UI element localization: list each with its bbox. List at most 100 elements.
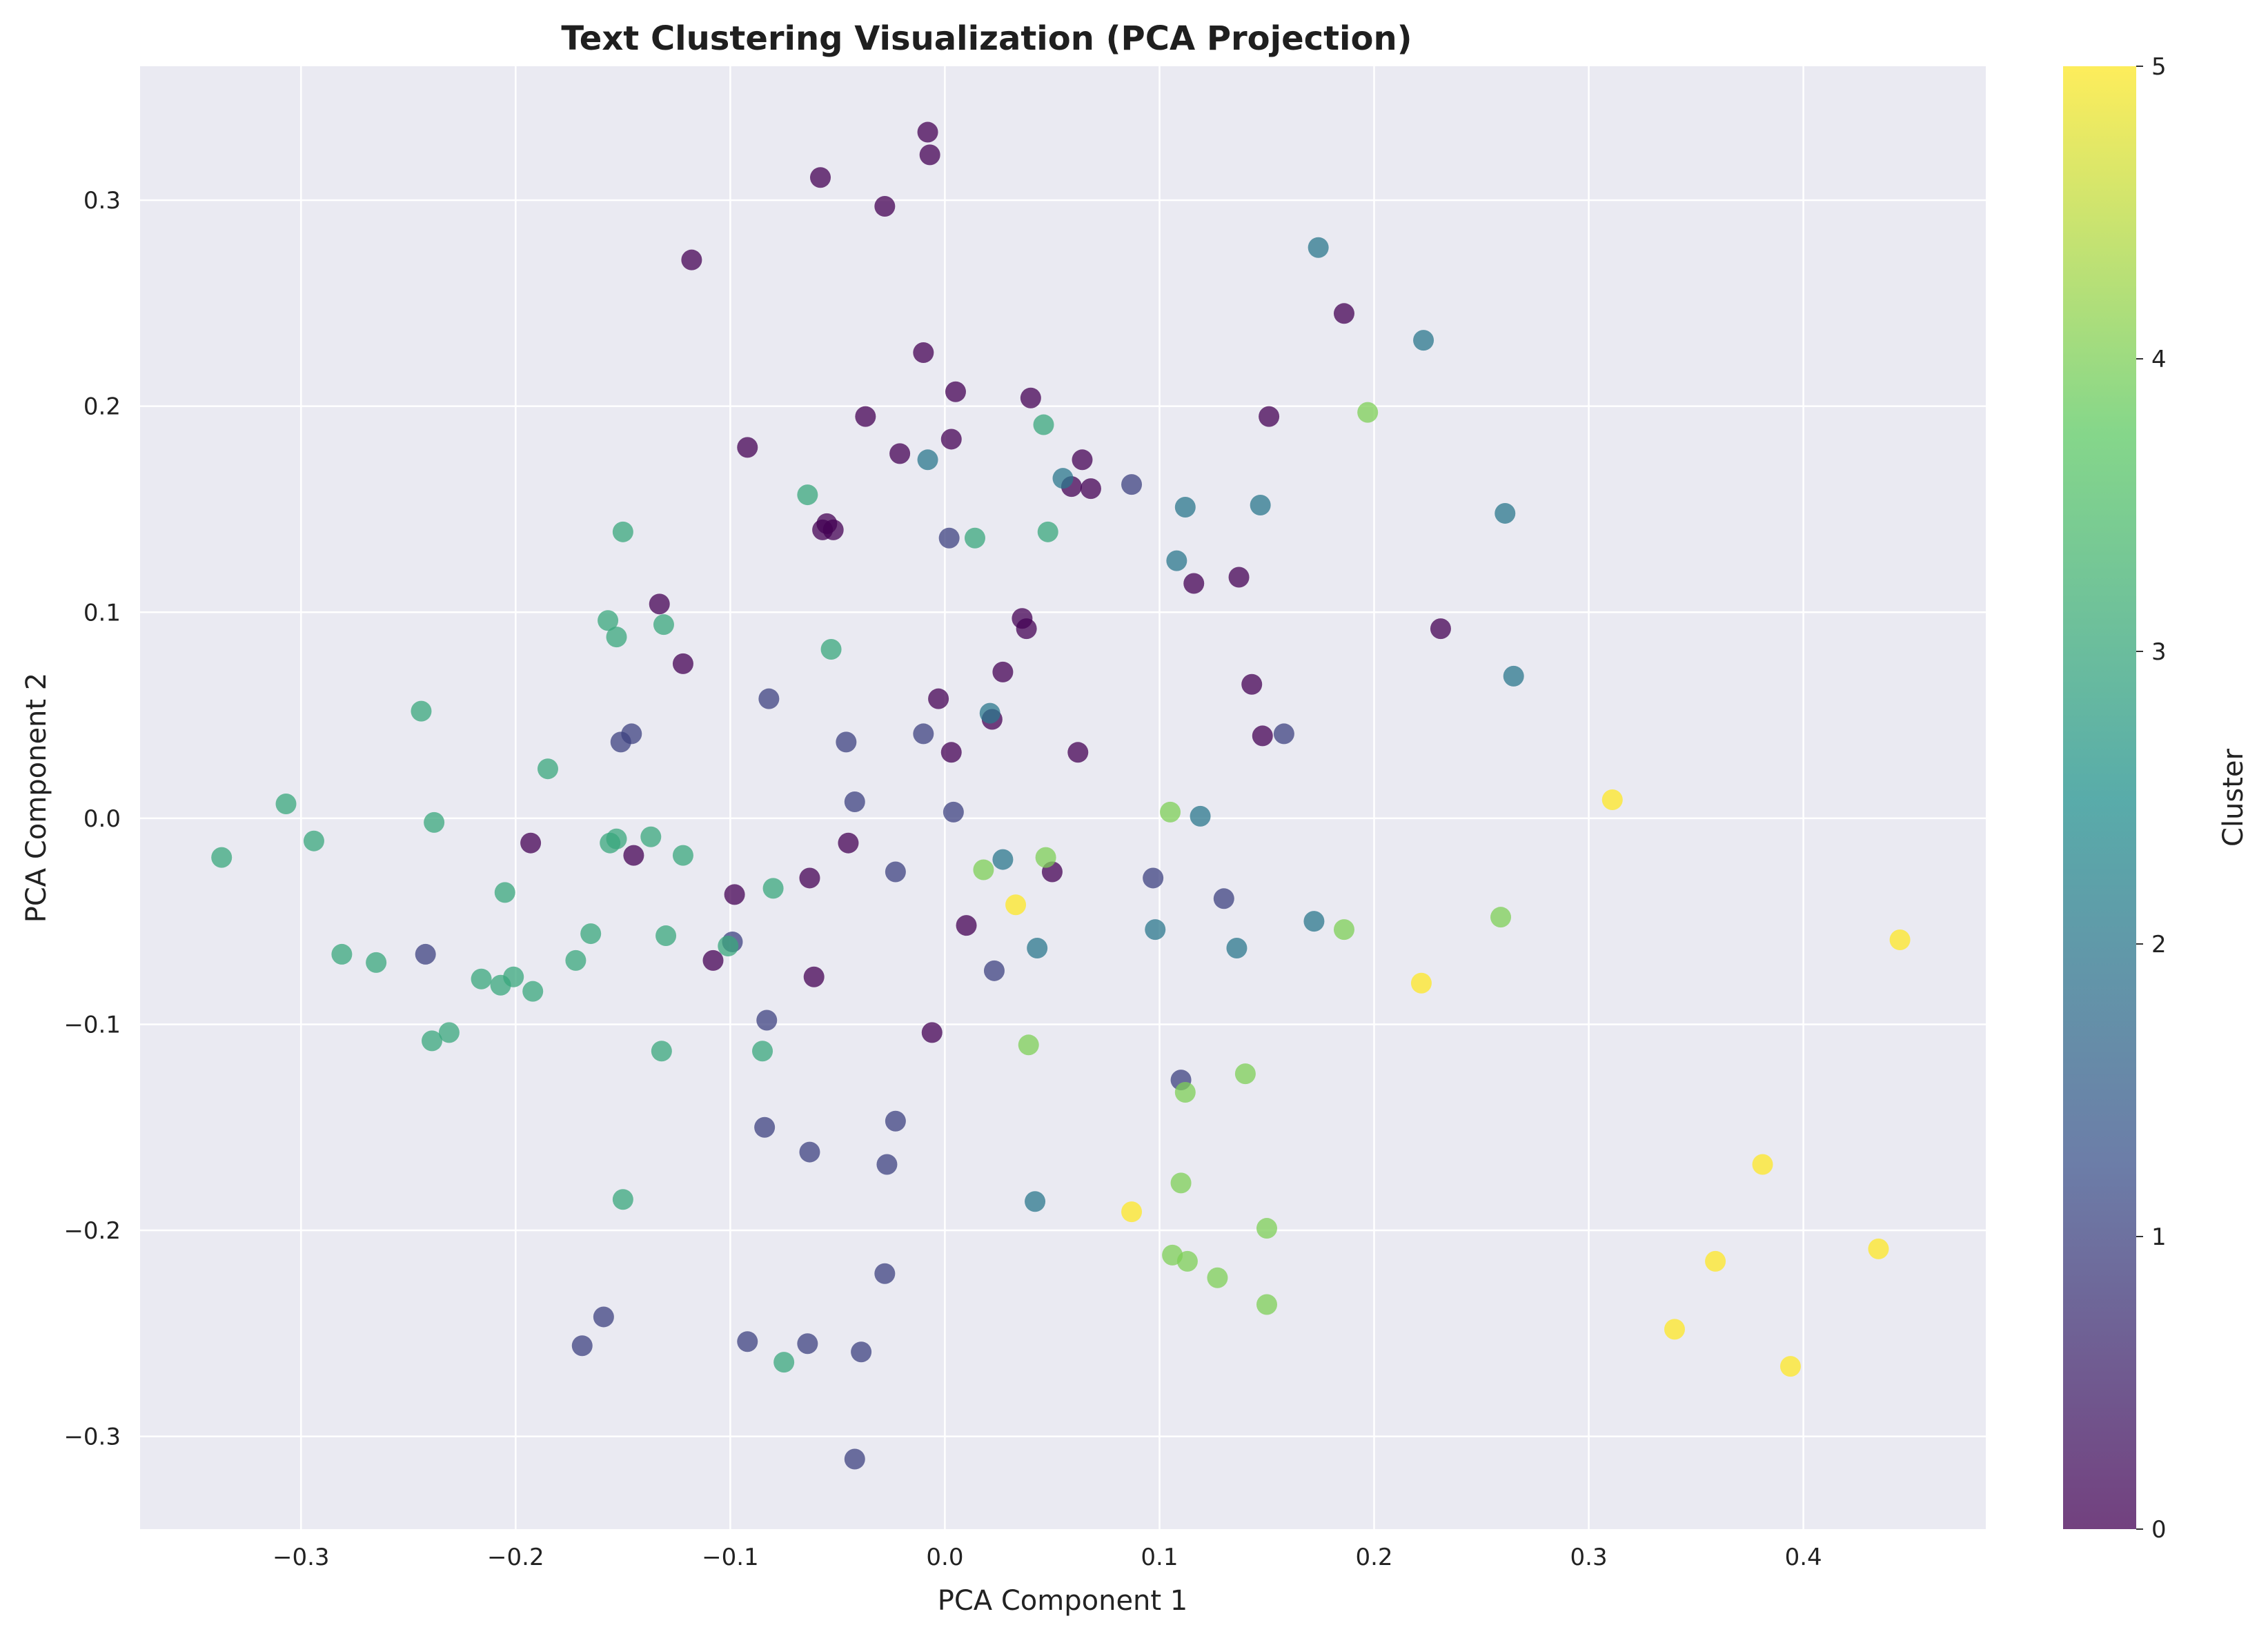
- data-point: [1213, 888, 1234, 909]
- data-point: [928, 688, 949, 709]
- data-point: [1490, 907, 1512, 928]
- data-point: [1226, 937, 1248, 958]
- data-point: [571, 1335, 593, 1357]
- data-point: [415, 943, 436, 965]
- data-point: [537, 758, 558, 780]
- y-tick-label: −0.3: [63, 1424, 121, 1451]
- data-point: [855, 406, 876, 427]
- data-point: [211, 847, 233, 868]
- data-point: [612, 521, 633, 542]
- data-point: [973, 859, 994, 880]
- data-point: [797, 484, 818, 506]
- data-point: [1067, 742, 1089, 763]
- data-point: [640, 826, 662, 847]
- data-point: [649, 593, 670, 615]
- data-point: [799, 1141, 820, 1163]
- data-point: [1495, 502, 1516, 524]
- data-point: [737, 1331, 758, 1352]
- data-point: [598, 610, 619, 631]
- data-point: [1035, 847, 1056, 868]
- data-point: [940, 742, 962, 763]
- data-point: [844, 1448, 865, 1470]
- data-point: [1072, 449, 1093, 471]
- data-point: [1250, 495, 1271, 515]
- data-point: [1190, 805, 1211, 827]
- data-point: [940, 429, 962, 450]
- colorbar: [2063, 66, 2136, 1529]
- data-point: [490, 974, 511, 996]
- data-point: [1333, 919, 1354, 941]
- data-point: [1241, 673, 1263, 695]
- data-point: [1174, 1081, 1196, 1103]
- data-point: [522, 981, 544, 1002]
- data-point: [1176, 1250, 1198, 1272]
- y-tick-label: −0.1: [63, 1011, 121, 1039]
- data-point: [1174, 496, 1196, 518]
- data-point: [938, 527, 960, 549]
- data-point: [773, 1352, 795, 1373]
- data-point: [1207, 1267, 1228, 1288]
- data-point: [1166, 550, 1187, 571]
- data-point: [718, 935, 739, 956]
- data-point: [672, 653, 693, 674]
- data-point: [1430, 618, 1451, 640]
- data-point: [422, 1030, 443, 1052]
- x-axis-ticks: −0.3 −0.2 −0.1 0.0 0.1 0.2 0.3 0.4: [273, 1544, 1822, 1571]
- y-tick-label: 0.2: [83, 393, 121, 421]
- data-point: [844, 791, 865, 812]
- data-point: [913, 723, 934, 745]
- x-tick-label: −0.2: [487, 1544, 544, 1571]
- data-point: [1145, 919, 1166, 941]
- data-point: [919, 144, 940, 166]
- data-point: [1121, 474, 1143, 495]
- data-point: [1018, 1034, 1039, 1056]
- data-point: [1256, 1294, 1277, 1315]
- data-point: [889, 443, 911, 464]
- data-point: [580, 923, 602, 945]
- data-point: [1333, 303, 1354, 324]
- y-tick-label: 0.1: [83, 599, 121, 627]
- data-point: [672, 845, 693, 866]
- data-point: [438, 1022, 460, 1043]
- data-point: [874, 196, 896, 217]
- data-point: [612, 1189, 633, 1210]
- data-point: [1664, 1319, 1685, 1340]
- data-point: [303, 830, 324, 852]
- data-point: [520, 832, 542, 854]
- data-point: [876, 1154, 898, 1175]
- data-point: [653, 614, 674, 636]
- data-point: [724, 884, 745, 905]
- data-point: [1503, 665, 1524, 687]
- data-point: [1228, 567, 1250, 588]
- plot-area: [140, 66, 1986, 1529]
- data-point: [1303, 911, 1325, 932]
- chart-title: Text Clustering Visualization (PCA Proje…: [561, 19, 1412, 58]
- data-point: [1273, 723, 1294, 745]
- data-point: [565, 949, 586, 971]
- data-point: [1121, 1201, 1143, 1223]
- data-point: [366, 952, 387, 973]
- data-point: [913, 342, 934, 364]
- data-point: [600, 832, 621, 854]
- colorbar-tick-label: 4: [2151, 346, 2167, 373]
- y-axis-label: PCA Component 2: [21, 673, 52, 923]
- data-point: [822, 519, 844, 540]
- data-point: [610, 731, 631, 753]
- data-point: [1170, 1172, 1192, 1194]
- data-point: [917, 449, 938, 471]
- data-point: [945, 381, 966, 402]
- x-tick-label: −0.3: [273, 1544, 330, 1571]
- data-point: [799, 867, 820, 889]
- x-tick-label: 0.1: [1141, 1544, 1178, 1571]
- colorbar-tick-label: 0: [2151, 1516, 2167, 1544]
- data-point: [754, 1116, 776, 1138]
- x-tick-label: 0.2: [1355, 1544, 1392, 1571]
- data-point: [983, 960, 1005, 981]
- data-point: [1413, 330, 1434, 351]
- data-point: [651, 1041, 672, 1062]
- data-point: [921, 1022, 943, 1043]
- data-point: [681, 249, 702, 270]
- data-point: [885, 861, 906, 883]
- x-tick-label: −0.1: [702, 1544, 759, 1571]
- y-tick-label: 0.0: [83, 805, 121, 833]
